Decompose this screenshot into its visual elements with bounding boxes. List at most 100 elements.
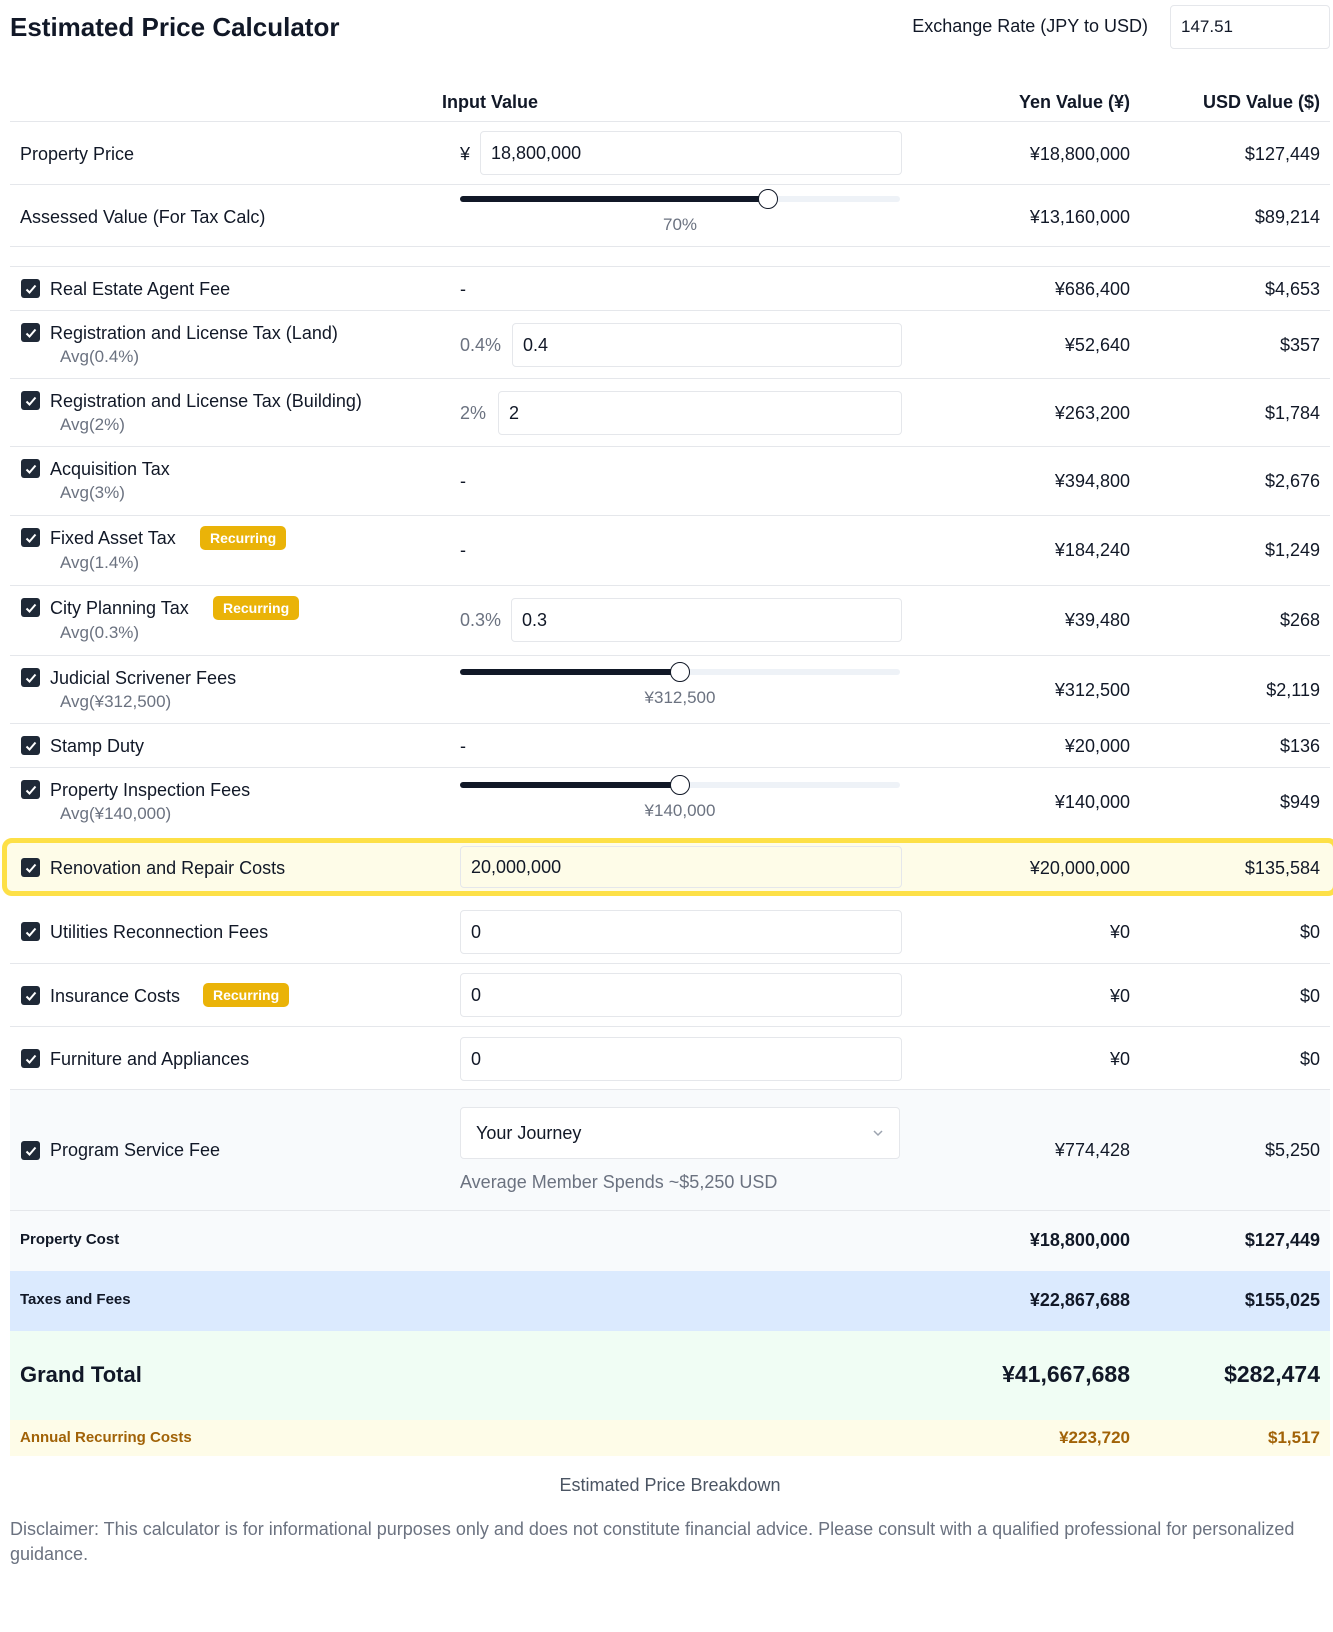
row-property-price: Property Price ¥ 18,800,000 ¥18,800,000 … <box>10 122 1330 185</box>
property-cost-yen: ¥18,800,000 <box>1030 1230 1130 1251</box>
property-price-input[interactable]: 18,800,000 <box>480 131 902 175</box>
renovation-yen: ¥20,000,000 <box>1030 858 1130 879</box>
registration-building-input[interactable]: 2 <box>498 391 902 435</box>
checkbox-furniture[interactable] <box>21 1049 40 1068</box>
assessed-value-yen: ¥13,160,000 <box>1030 207 1130 228</box>
stamp-duty-usd: $136 <box>1280 736 1320 757</box>
registration-land-input[interactable]: 0.4 <box>512 323 902 367</box>
property-inspection-yen: ¥140,000 <box>1055 792 1130 813</box>
insurance-input[interactable]: 0 <box>460 973 902 1017</box>
slider-thumb[interactable] <box>670 662 690 682</box>
row-agent-fee: Real Estate Agent Fee - ¥686,400 $4,653 <box>10 267 1330 311</box>
acquisition-tax-label: Acquisition Tax <box>50 459 170 480</box>
registration-building-usd: $1,784 <box>1265 403 1320 424</box>
assessed-value-slider[interactable] <box>460 189 900 209</box>
checkbox-fixed-asset-tax[interactable] <box>21 528 40 547</box>
checkbox-agent-fee[interactable] <box>21 279 40 298</box>
registration-building-avg: Avg(2%) <box>60 415 125 435</box>
check-icon <box>24 462 38 476</box>
property-inspection-avg: Avg(¥140,000) <box>60 804 171 824</box>
registration-land-yen: ¥52,640 <box>1065 335 1130 356</box>
property-inspection-usd: $949 <box>1280 792 1320 813</box>
assessed-value-label: Assessed Value (For Tax Calc) <box>20 207 265 228</box>
registration-building-yen: ¥263,200 <box>1055 403 1130 424</box>
checkbox-renovation[interactable] <box>21 858 40 877</box>
program-service-yen: ¥774,428 <box>1055 1140 1130 1161</box>
chart-caption: Estimated Price Breakdown <box>10 1475 1330 1496</box>
assessed-value-usd: $89,214 <box>1255 207 1320 228</box>
row-utilities: Utilities Reconnection Fees 0 ¥0 $0 <box>10 900 1330 964</box>
check-icon <box>24 783 38 797</box>
checkbox-registration-building[interactable] <box>21 391 40 410</box>
summary-annual-recurring: Annual Recurring Costs ¥223,720 $1,517 <box>10 1420 1330 1456</box>
fixed-asset-tax-usd: $1,249 <box>1265 540 1320 561</box>
exchange-rate-input[interactable] <box>1170 5 1330 49</box>
renovation-input[interactable]: 20,000,000 <box>460 846 902 888</box>
row-acquisition-tax: Acquisition Tax Avg(3%) - ¥394,800 $2,67… <box>10 447 1330 516</box>
city-planning-tax-input[interactable]: 0.3 <box>511 598 902 642</box>
recurring-badge: Recurring <box>200 526 286 550</box>
registration-land-pct: 0.4% <box>460 335 501 356</box>
checkbox-property-inspection[interactable] <box>21 780 40 799</box>
recurring-badge: Recurring <box>213 596 299 620</box>
property-price-usd: $127,449 <box>1245 144 1320 165</box>
check-icon <box>24 326 38 340</box>
city-planning-tax-usd: $268 <box>1280 610 1320 631</box>
check-icon <box>24 531 38 545</box>
judicial-scrivener-slider[interactable] <box>460 662 900 682</box>
fixed-asset-tax-input: - <box>460 540 466 561</box>
summary-grand-total: Grand Total ¥41,667,688 $282,474 <box>10 1331 1330 1420</box>
grand-total-usd: $282,474 <box>1224 1361 1320 1388</box>
section-spacer <box>10 247 1330 267</box>
row-property-inspection: Property Inspection Fees Avg(¥140,000) ¥… <box>10 768 1330 836</box>
renovation-usd: $135,584 <box>1245 858 1320 879</box>
disclaimer: Disclaimer: This calculator is for infor… <box>10 1517 1330 1567</box>
registration-land-avg: Avg(0.4%) <box>60 347 139 367</box>
row-renovation: Renovation and Repair Costs 20,000,000 ¥… <box>10 843 1330 891</box>
assessed-value-percent: 70% <box>460 215 900 235</box>
acquisition-tax-yen: ¥394,800 <box>1055 471 1130 492</box>
check-icon <box>24 1052 38 1066</box>
checkbox-insurance[interactable] <box>21 986 40 1005</box>
property-inspection-slider[interactable] <box>460 775 900 795</box>
program-select-value: Your Journey <box>476 1123 581 1144</box>
check-icon <box>24 989 38 1003</box>
utilities-input[interactable]: 0 <box>460 910 902 954</box>
furniture-yen: ¥0 <box>1110 1049 1130 1070</box>
registration-building-label: Registration and License Tax (Building) <box>50 391 362 412</box>
agent-fee-label: Real Estate Agent Fee <box>50 279 230 300</box>
checkbox-program-service[interactable] <box>21 1141 40 1160</box>
row-assessed-value: Assessed Value (For Tax Calc) 70% ¥13,16… <box>10 185 1330 247</box>
checkbox-utilities[interactable] <box>21 922 40 941</box>
furniture-input[interactable]: 0 <box>460 1037 902 1081</box>
stamp-duty-input: - <box>460 736 466 757</box>
column-header-input: Input Value <box>442 92 538 113</box>
header: Estimated Price Calculator Exchange Rate… <box>10 0 1330 60</box>
city-planning-tax-yen: ¥39,480 <box>1065 610 1130 631</box>
row-judicial-scrivener: Judicial Scrivener Fees Avg(¥312,500) ¥3… <box>10 656 1330 724</box>
judicial-scrivener-label: Judicial Scrivener Fees <box>50 668 236 689</box>
taxes-fees-usd: $155,025 <box>1245 1290 1320 1311</box>
annual-recurring-label: Annual Recurring Costs <box>20 1429 192 1446</box>
program-service-label: Program Service Fee <box>50 1140 220 1161</box>
row-program-service-fee: Program Service Fee Your Journey Average… <box>10 1090 1330 1211</box>
checkbox-stamp-duty[interactable] <box>21 736 40 755</box>
judicial-scrivener-usd: $2,119 <box>1266 680 1320 701</box>
acquisition-tax-usd: $2,676 <box>1265 471 1320 492</box>
row-city-planning-tax: City Planning Tax Recurring Avg(0.3%) 0.… <box>10 586 1330 656</box>
renovation-label: Renovation and Repair Costs <box>50 858 285 879</box>
column-header-usd: USD Value ($) <box>1203 92 1320 113</box>
property-cost-usd: $127,449 <box>1245 1230 1320 1251</box>
slider-thumb[interactable] <box>758 189 778 209</box>
check-icon <box>24 861 38 875</box>
slider-thumb[interactable] <box>670 775 690 795</box>
checkbox-acquisition-tax[interactable] <box>21 459 40 478</box>
checkbox-city-planning-tax[interactable] <box>21 598 40 617</box>
program-note: Average Member Spends ~$5,250 USD <box>460 1172 777 1193</box>
chevron-down-icon <box>871 1126 885 1140</box>
page-title: Estimated Price Calculator <box>10 12 339 43</box>
row-insurance: Insurance Costs Recurring 0 ¥0 $0 <box>10 964 1330 1027</box>
checkbox-registration-land[interactable] <box>21 323 40 342</box>
checkbox-judicial-scrivener[interactable] <box>21 668 40 687</box>
program-select[interactable]: Your Journey <box>460 1107 900 1159</box>
